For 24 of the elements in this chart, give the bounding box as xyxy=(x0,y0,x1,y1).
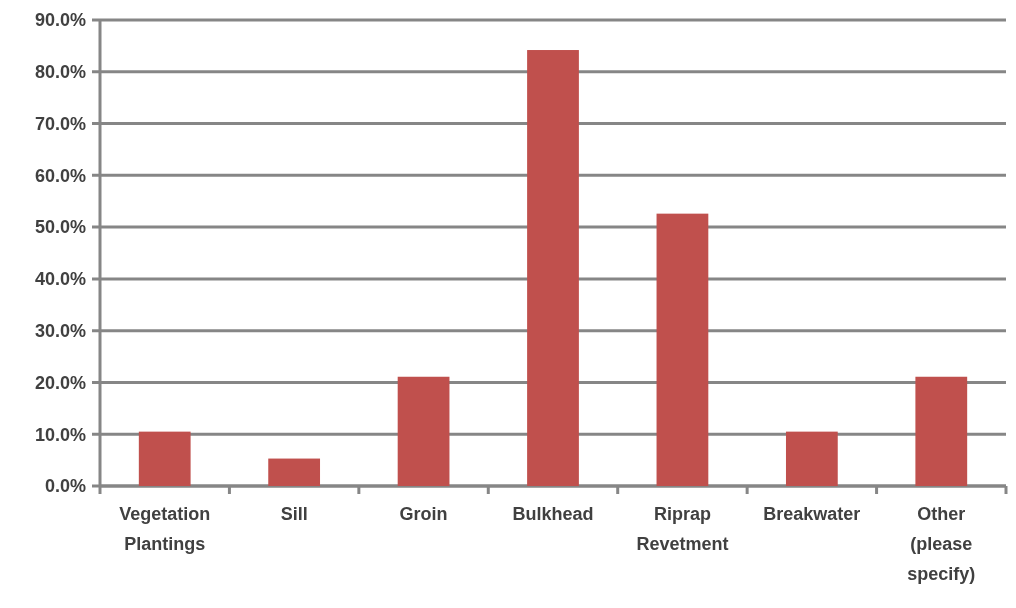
y-tick-label: 80.0% xyxy=(34,62,86,83)
x-tick-label: Other (please specify) xyxy=(907,504,976,584)
y-tick-label: 10.0% xyxy=(34,424,86,445)
bar xyxy=(527,50,579,486)
x-tick-label: Sill xyxy=(280,504,308,524)
bar xyxy=(268,458,321,486)
x-tick-label: Bulkhead xyxy=(512,504,594,524)
bar xyxy=(915,376,968,486)
y-tick-label: 60.0% xyxy=(34,165,86,186)
y-tick-label: 20.0% xyxy=(34,372,86,393)
y-tick-label: 70.0% xyxy=(34,113,86,134)
x-tick-label: Vegetation Plantings xyxy=(119,504,211,554)
bar xyxy=(138,431,191,486)
bar xyxy=(785,431,838,486)
y-tick-label: 30.0% xyxy=(34,320,86,341)
bar xyxy=(397,376,450,486)
bar xyxy=(656,213,709,486)
y-tick-label: 40.0% xyxy=(34,269,86,290)
y-tick-label: 0.0% xyxy=(44,476,86,497)
x-tick-label: Breakwater xyxy=(763,504,861,524)
y-tick-label: 50.0% xyxy=(34,217,86,238)
y-tick-label: 90.0% xyxy=(34,10,86,31)
x-tick-label: Groin xyxy=(399,504,448,524)
x-tick-label: Riprap Revetment xyxy=(636,504,729,554)
